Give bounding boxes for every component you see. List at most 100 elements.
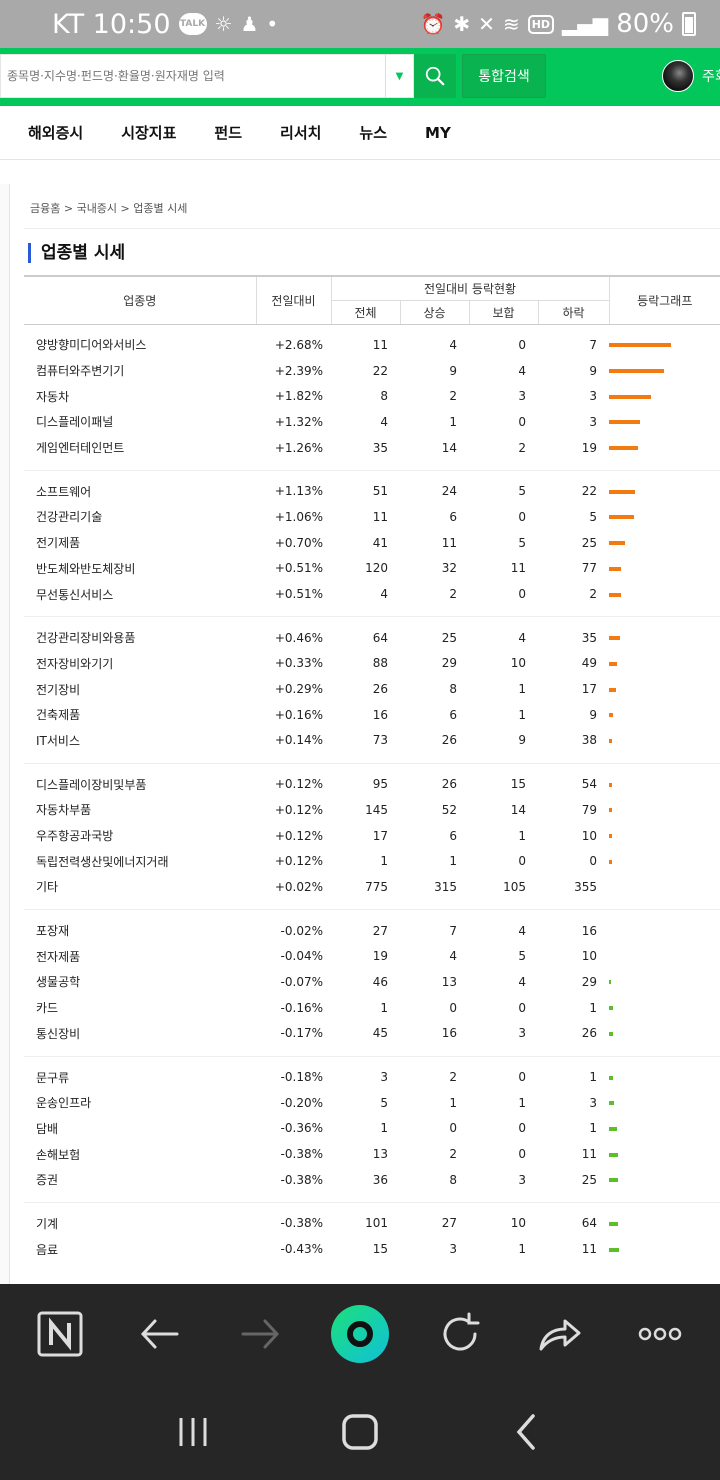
user-name[interactable]: 주회 — [702, 69, 720, 85]
sector-name[interactable]: 반도체와반도체장비 — [36, 561, 136, 576]
sector-name[interactable]: 게임엔터테인먼트 — [36, 441, 125, 456]
sector-name[interactable]: 전자장비와기기 — [36, 656, 114, 671]
table-row[interactable]: 전자장비와기기 +0.33% 88 29 10 49 — [24, 651, 720, 677]
sector-flat: 9 — [518, 733, 526, 748]
sector-name[interactable]: 디스플레이패널 — [36, 415, 114, 430]
recent-apps-button[interactable] — [163, 1402, 223, 1462]
table-row[interactable]: 우주항공과국방 +0.12% 17 6 1 10 — [24, 823, 720, 849]
refresh-button[interactable] — [420, 1294, 500, 1374]
nav-overseas[interactable]: 해외증시 — [28, 124, 84, 142]
sector-name[interactable]: 자동차부품 — [36, 803, 92, 818]
share-button[interactable] — [520, 1294, 600, 1374]
sector-name[interactable]: 기계 — [36, 1216, 59, 1231]
search-button[interactable] — [414, 54, 456, 98]
sector-name[interactable]: 손해보험 — [36, 1147, 81, 1162]
sector-name[interactable]: 문구류 — [36, 1070, 70, 1085]
table-row[interactable]: 전자제품 -0.04% 19 4 5 10 — [24, 943, 720, 969]
table-row[interactable]: 손해보험 -0.38% 13 2 0 11 — [24, 1141, 720, 1167]
sector-total: 46 — [372, 974, 388, 989]
table-row[interactable]: 담배 -0.36% 1 0 0 1 — [24, 1116, 720, 1142]
table-row[interactable]: 운송인프라 -0.20% 5 1 1 3 — [24, 1090, 720, 1116]
sector-rise: 24 — [441, 484, 457, 499]
col-header-name[interactable]: 업종명 — [24, 275, 257, 325]
table-row[interactable]: 게임엔터테인먼트 +1.26% 35 14 2 19 — [24, 435, 720, 461]
sector-name[interactable]: 독립전력생산및에너지거래 — [36, 854, 169, 869]
table-row[interactable]: 양방향미디어와서비스 +2.68% 11 4 0 7 — [24, 332, 720, 358]
table-row[interactable]: 무선통신서비스 +0.51% 4 2 0 2 — [24, 581, 720, 607]
table-row[interactable]: 카드 -0.16% 1 0 0 1 — [24, 995, 720, 1021]
table-row[interactable]: 전기장비 +0.29% 26 8 1 17 — [24, 676, 720, 702]
sector-name[interactable]: 건강관리장비와용품 — [36, 631, 136, 646]
more-button[interactable] — [620, 1294, 700, 1374]
table-row[interactable]: 디스플레이패널 +1.32% 4 1 0 3 — [24, 409, 720, 435]
nav-fund[interactable]: 펀드 — [214, 124, 243, 142]
sector-name[interactable]: 양방향미디어와서비스 — [36, 338, 147, 353]
table-row[interactable]: IT서비스 +0.14% 73 26 9 38 — [24, 728, 720, 754]
table-row[interactable]: 건강관리기술 +1.06% 11 6 0 5 — [24, 504, 720, 530]
table-row[interactable]: 반도체와반도체장비 +0.51% 120 32 11 77 — [24, 556, 720, 582]
table-row[interactable]: 소프트웨어 +1.13% 51 24 5 22 — [24, 478, 720, 504]
sector-fall: 3 — [589, 389, 598, 404]
table-row[interactable]: 컴퓨터와주변기기 +2.39% 22 9 4 9 — [24, 358, 720, 384]
sector-name[interactable]: 우주항공과국방 — [36, 829, 114, 844]
sector-name[interactable]: 디스플레이장비및부품 — [36, 777, 147, 792]
table-row[interactable]: 기타 +0.02% 775 315 105 355 — [24, 874, 720, 900]
sector-name[interactable]: 포장재 — [36, 924, 70, 939]
table-row[interactable]: 포장재 -0.02% 27 7 4 16 — [24, 918, 720, 944]
table-row[interactable]: 문구류 -0.18% 3 2 0 1 — [24, 1064, 720, 1090]
table-row[interactable]: 건축제품 +0.16% 16 6 1 9 — [24, 702, 720, 728]
table-row[interactable]: 기계 -0.38% 101 27 10 64 — [24, 1211, 720, 1237]
sector-change: +0.14% — [274, 733, 323, 748]
back-button[interactable] — [120, 1294, 200, 1374]
sector-name[interactable]: 음료 — [36, 1242, 59, 1257]
naver-n-button[interactable] — [20, 1294, 100, 1374]
sector-name[interactable]: 자동차 — [36, 389, 70, 404]
table-row[interactable]: 자동차 +1.82% 8 2 3 3 — [24, 383, 720, 409]
col-header-change[interactable]: 전일대비 — [256, 275, 332, 325]
sector-total: 45 — [372, 1026, 388, 1041]
table-row[interactable]: 통신장비 -0.17% 45 16 3 26 — [24, 1021, 720, 1047]
sector-name[interactable]: 카드 — [36, 1001, 59, 1016]
table-row[interactable]: 독립전력생산및에너지거래 +0.12% 1 1 0 0 — [24, 848, 720, 874]
table-row[interactable]: 생물공학 -0.07% 46 13 4 29 — [24, 969, 720, 995]
sector-name[interactable]: 전자제품 — [36, 949, 81, 964]
sector-name[interactable]: 운송인프라 — [36, 1096, 92, 1111]
forward-button[interactable] — [220, 1294, 300, 1374]
avatar[interactable] — [662, 60, 694, 92]
back-nav-button[interactable] — [497, 1402, 557, 1462]
sector-name[interactable]: 기타 — [36, 880, 59, 895]
sector-name[interactable]: 건강관리기술 — [36, 510, 103, 525]
sector-change: -0.38% — [280, 1172, 323, 1187]
nav-research[interactable]: 리서치 — [280, 124, 322, 142]
home-ring-button[interactable] — [320, 1294, 400, 1374]
nav-market-indicators[interactable]: 시장지표 — [121, 124, 177, 142]
home-button[interactable] — [330, 1402, 390, 1462]
sector-name[interactable]: 컴퓨터와주변기기 — [36, 364, 125, 379]
table-row[interactable]: 자동차부품 +0.12% 145 52 14 79 — [24, 797, 720, 823]
sector-name[interactable]: 건축제품 — [36, 708, 81, 723]
sector-name[interactable]: IT서비스 — [36, 733, 80, 748]
table-row[interactable]: 건강관리장비와용품 +0.46% 64 25 4 35 — [24, 625, 720, 651]
table-row[interactable]: 증권 -0.38% 36 8 3 25 — [24, 1167, 720, 1193]
col-header-graph: 등락그래프 — [609, 275, 720, 325]
sector-name[interactable]: 전기장비 — [36, 682, 81, 697]
total-search-button[interactable]: 통합검색 — [462, 54, 546, 98]
sector-total: 3 — [380, 1070, 388, 1085]
table-row[interactable]: 음료 -0.43% 15 3 1 11 — [24, 1236, 720, 1262]
divider — [24, 228, 720, 229]
search-dropdown-icon[interactable]: ▼ — [385, 55, 413, 97]
sector-flat: 0 — [518, 854, 526, 869]
sector-name[interactable]: 생물공학 — [36, 975, 81, 990]
nav-my[interactable]: MY — [425, 123, 451, 142]
sector-flat: 14 — [510, 802, 526, 817]
sector-name[interactable]: 증권 — [36, 1173, 59, 1188]
sector-name[interactable]: 담배 — [36, 1121, 59, 1136]
table-row[interactable]: 디스플레이장비및부품 +0.12% 95 26 15 54 — [24, 771, 720, 797]
sector-name[interactable]: 무선통신서비스 — [36, 587, 114, 602]
table-row[interactable]: 전기제품 +0.70% 41 11 5 25 — [24, 530, 720, 556]
nav-news[interactable]: 뉴스 — [359, 124, 388, 142]
search-input[interactable] — [1, 55, 385, 97]
sector-name[interactable]: 통신장비 — [36, 1026, 81, 1041]
sector-name[interactable]: 전기제품 — [36, 536, 81, 551]
sector-name[interactable]: 소프트웨어 — [36, 484, 92, 499]
